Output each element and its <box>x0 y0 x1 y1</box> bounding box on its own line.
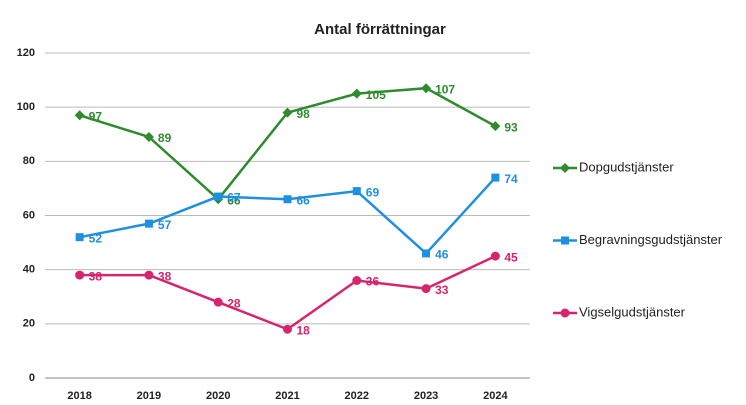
x-tick-label: 2023 <box>414 390 438 402</box>
x-tick-label: 2020 <box>206 390 230 402</box>
marker <box>352 187 361 196</box>
marker <box>75 270 85 280</box>
data-label: 89 <box>158 131 172 145</box>
marker <box>283 195 292 204</box>
legend-label: Vigselgudstjänster <box>579 304 686 319</box>
data-label: 28 <box>227 296 241 310</box>
chart-title: Antal förrättningar <box>314 21 446 38</box>
data-label: 52 <box>89 231 103 245</box>
y-tick-label: 20 <box>23 318 35 330</box>
marker <box>421 83 432 94</box>
data-label: 57 <box>158 218 172 232</box>
marker <box>422 249 431 258</box>
y-tick-label: 100 <box>17 101 35 113</box>
marker <box>282 107 293 118</box>
data-label: 38 <box>89 269 103 283</box>
data-label: 38 <box>158 269 172 283</box>
y-tick-label: 60 <box>23 209 35 221</box>
data-label: 93 <box>504 120 518 134</box>
x-tick-label: 2019 <box>137 390 161 402</box>
x-tick-label: 2018 <box>67 390 91 402</box>
marker <box>352 276 362 285</box>
x-tick-label: 2022 <box>345 390 369 402</box>
data-label: 98 <box>297 107 311 121</box>
marker <box>144 270 154 280</box>
marker <box>75 233 84 242</box>
x-tick-label: 2024 <box>483 390 508 402</box>
marker <box>351 88 362 99</box>
y-tick-label: 0 <box>29 372 35 384</box>
x-tick-label: 2021 <box>275 390 299 402</box>
data-label: 33 <box>435 283 449 297</box>
data-label: 18 <box>297 323 311 337</box>
marker <box>144 219 153 228</box>
data-label: 69 <box>366 185 380 199</box>
data-label: 74 <box>504 172 518 186</box>
marker <box>74 110 85 121</box>
marker <box>490 251 500 261</box>
data-label: 97 <box>89 109 103 123</box>
marker <box>214 192 223 201</box>
marker <box>283 324 292 334</box>
y-tick-label: 40 <box>23 264 35 276</box>
data-label: 36 <box>366 275 380 289</box>
marker <box>491 173 500 182</box>
data-label: 107 <box>435 82 455 96</box>
series-line <box>79 254 496 331</box>
marker <box>560 308 570 318</box>
data-label: 67 <box>227 191 241 205</box>
data-label: 45 <box>504 250 518 264</box>
legend-label: Dopgudstjänster <box>579 159 674 174</box>
y-tick-label: 80 <box>23 155 35 167</box>
y-tick-label: 120 <box>17 47 35 59</box>
data-label: 105 <box>366 88 386 102</box>
marker <box>560 163 570 173</box>
marker <box>143 131 154 142</box>
legend-label: Begravningsgudstjänster <box>579 232 723 247</box>
marker <box>490 121 501 132</box>
marker <box>561 236 569 245</box>
data-label: 66 <box>297 193 311 207</box>
marker <box>421 284 431 294</box>
marker <box>213 297 223 307</box>
series-line <box>79 86 496 202</box>
data-label: 46 <box>435 248 449 262</box>
